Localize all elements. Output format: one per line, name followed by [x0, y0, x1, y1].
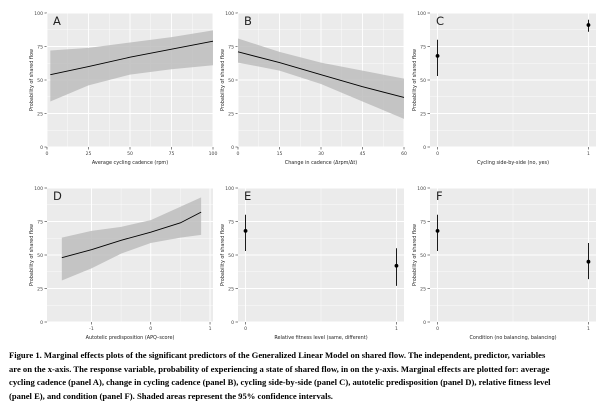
- confidence-band: [50, 30, 213, 102]
- panel-label: C: [436, 14, 444, 28]
- fit-line: [237, 51, 405, 98]
- data-point: [586, 259, 591, 264]
- y-tick-label: 25: [228, 111, 234, 117]
- caption-line: (panel E), and condition (panel F). Shad…: [9, 390, 333, 401]
- x-tick-label: 0: [149, 326, 152, 332]
- fit-line: [50, 40, 214, 76]
- y-tick-label: 50: [228, 78, 234, 84]
- panel-label: A: [53, 14, 61, 28]
- data-point: [394, 263, 399, 268]
- x-tick-label: 1: [395, 326, 398, 332]
- x-tick-label: 0: [237, 151, 240, 157]
- y-tick-label: 50: [420, 78, 426, 84]
- y-axis-label: Probability of shared flow: [412, 224, 418, 286]
- x-tick-label: 0: [46, 151, 49, 157]
- y-tick-label: 0: [423, 320, 426, 326]
- y-tick-label: 0: [231, 320, 234, 326]
- y-axis-label: Probability of shared flow: [29, 224, 35, 286]
- y-tick-label: 100: [34, 186, 43, 192]
- y-tick-label: 25: [420, 286, 426, 292]
- x-tick-label: 1: [209, 326, 212, 332]
- y-tick-label: 100: [225, 11, 234, 17]
- x-axis-label: Cycling side-by-side (no, yes): [477, 160, 549, 166]
- y-tick-label: 75: [228, 44, 234, 50]
- data-point: [435, 53, 440, 58]
- confidence-band: [61, 197, 202, 281]
- x-tick-label: 100: [209, 151, 218, 157]
- y-tick-label: 50: [228, 253, 234, 259]
- panel-label: F: [436, 189, 443, 203]
- panel-d: 0 25 50 75 100 -1 0 1 D Autotelic predisposition …: [29, 186, 213, 341]
- x-tick-label: 15: [277, 151, 283, 157]
- figure-caption: Figure 1. Marginal effects plots of the …: [9, 349, 603, 403]
- y-axis-label: Probability of shared flow: [220, 224, 226, 286]
- x-axis-label: Condition (no balancing, balancing): [469, 335, 556, 341]
- x-tick-label: 30: [318, 151, 324, 157]
- y-tick-label: 25: [420, 111, 426, 117]
- data-point: [435, 228, 440, 233]
- x-tick-label: 0: [436, 326, 439, 332]
- data-point: [243, 228, 248, 233]
- x-axis-label: Average cycling cadence (rpm): [92, 160, 168, 166]
- x-axis-label: Relative fitness level (same, different): [274, 335, 367, 341]
- x-tick-label: 1: [587, 326, 590, 332]
- x-tick-label: 25: [86, 151, 92, 157]
- panel-label: B: [244, 14, 252, 28]
- y-tick-label: 75: [37, 219, 43, 225]
- x-tick-label: 1: [587, 151, 590, 157]
- y-tick-label: 50: [37, 253, 43, 259]
- x-tick-label: -1: [89, 326, 94, 332]
- y-tick-label: 0: [40, 145, 43, 151]
- y-tick-label: 25: [37, 111, 43, 117]
- x-tick-label: 50: [127, 151, 133, 157]
- y-tick-label: 100: [417, 11, 426, 17]
- y-tick-label: 100: [34, 11, 43, 17]
- y-tick-label: 50: [37, 78, 43, 84]
- y-tick-label: 25: [228, 286, 234, 292]
- y-tick-label: 0: [231, 145, 234, 151]
- x-tick-label: 60: [401, 151, 407, 157]
- panel-b: 0 25 50 75 100 0 15 30 45 60 B Change in cadence (Δ…: [220, 11, 407, 166]
- y-tick-label: 0: [40, 320, 43, 326]
- y-tick-label: 75: [420, 219, 426, 225]
- panel-e: 0 25 50 75 100 0 1 E Relative fitness level (sam…: [220, 186, 404, 341]
- fit-line: [61, 211, 202, 259]
- y-tick-label: 75: [37, 44, 43, 50]
- x-tick-label: 45: [360, 151, 366, 157]
- y-tick-label: 75: [420, 44, 426, 50]
- panel-c: 0 25 50 75 100 0 1 C Cycling side-by-side (no, y…: [412, 11, 596, 166]
- caption-line: are on the x-axis. The response variable…: [9, 363, 550, 374]
- data-point: [586, 23, 591, 27]
- y-tick-label: 100: [417, 186, 426, 192]
- confidence-band: [238, 38, 404, 119]
- caption-line: cycling cadence (panel A), change in cyc…: [9, 377, 551, 388]
- panel-label: E: [244, 189, 251, 203]
- panel-label: D: [53, 189, 62, 203]
- x-tick-label: 0: [244, 326, 247, 332]
- caption-line: Figure 1. Marginal effects plots of the …: [9, 350, 546, 360]
- y-tick-label: 75: [228, 219, 234, 225]
- x-tick-label: 75: [169, 151, 175, 157]
- y-tick-label: 25: [37, 286, 43, 292]
- y-tick-label: 0: [423, 145, 426, 151]
- y-axis-label: Probability of shared flow: [29, 49, 35, 111]
- x-axis-label: Change in cadence (Δrpm/Δt): [285, 160, 357, 166]
- panel-f: 0 25 50 75 100 0 1 F Condition (no balancing, ba…: [412, 186, 596, 341]
- x-tick-label: 0: [436, 151, 439, 157]
- y-tick-label: 100: [225, 186, 234, 192]
- panel-a: 0 25 50 75 100 0 25 50 75 100 A Average cycling cad…: [29, 11, 217, 166]
- x-axis-label: Autotelic predisposition (APQ–score): [86, 335, 175, 341]
- y-axis-label: Probability of shared flow: [220, 49, 226, 111]
- y-tick-label: 50: [420, 253, 426, 259]
- y-axis-label: Probability of shared flow: [412, 49, 418, 111]
